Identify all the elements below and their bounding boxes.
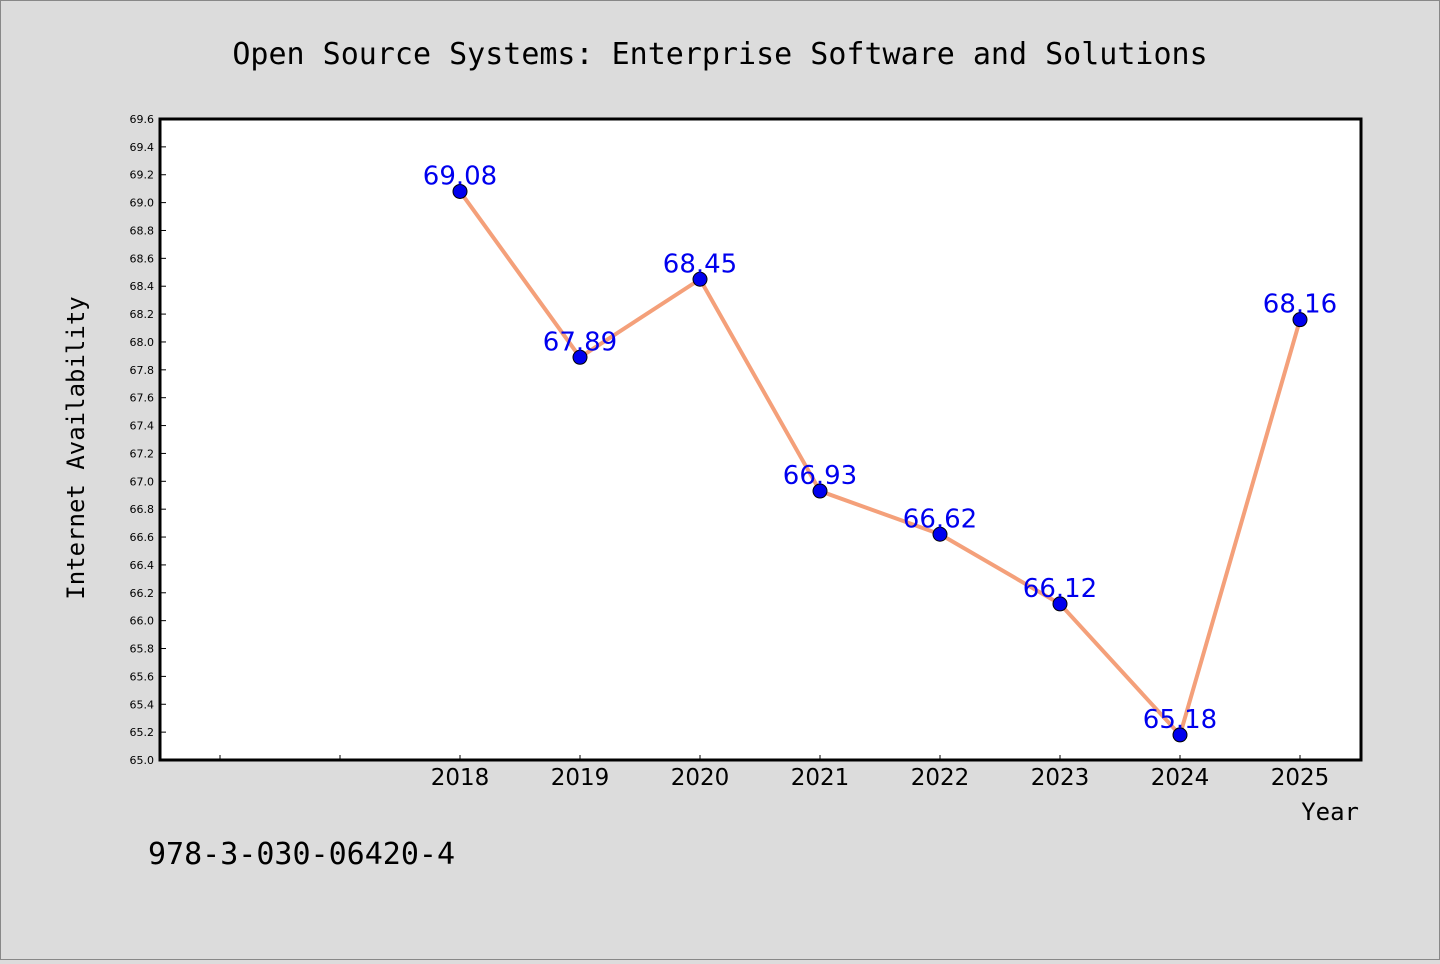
y-tick-label: 68.2 xyxy=(130,308,155,321)
data-point xyxy=(1052,596,1068,612)
y-tick-label: 69.2 xyxy=(130,169,155,182)
y-tick-label: 69.0 xyxy=(130,197,155,210)
y-axis-label: Internet Availability xyxy=(62,296,90,599)
data-label: 65.18 xyxy=(1143,705,1217,735)
data-label: 68.45 xyxy=(663,249,737,279)
y-tick-label: 67.6 xyxy=(130,392,155,405)
x-tick-label: 2023 xyxy=(1031,765,1090,791)
x-tick-label: 2021 xyxy=(791,765,850,791)
x-tick-label: 2024 xyxy=(1151,765,1210,791)
data-point xyxy=(932,526,948,542)
y-tick-label: 67.0 xyxy=(130,475,155,488)
y-tick-label: 66.0 xyxy=(130,615,155,628)
y-axis-ticks: 65.0 65.2 65.4 65.6 65.8 66.0 66.2 66.4 66.6 66.8… xyxy=(130,113,166,767)
chart-title: Open Source Systems: Enterprise Software… xyxy=(232,37,1207,72)
y-tick-label: 65.4 xyxy=(130,698,155,711)
x-tick-label: 2022 xyxy=(911,765,970,791)
x-axis-label: Year xyxy=(1301,798,1359,826)
y-tick-label: 68.8 xyxy=(130,224,155,237)
y-tick-label: 65.0 xyxy=(130,754,155,767)
x-tick-label: 2025 xyxy=(1271,765,1330,791)
data-label: 69.08 xyxy=(423,161,497,191)
y-tick-label: 65.6 xyxy=(130,670,155,683)
y-tick-label: 65.8 xyxy=(130,643,155,656)
data-markers xyxy=(452,183,1308,743)
series-line-group xyxy=(458,190,1302,737)
data-label: 68.16 xyxy=(1263,290,1337,320)
y-tick-label: 68.0 xyxy=(130,336,155,349)
y-tick-label: 66.6 xyxy=(130,531,155,544)
data-point xyxy=(812,483,828,499)
x-axis-ticks: 2018 2019 2020 2021 2022 2023 2024 2025 xyxy=(219,755,1330,791)
data-point xyxy=(572,349,588,365)
y-tick-label: 66.8 xyxy=(130,503,155,516)
data-point xyxy=(1292,312,1308,328)
data-label: 66.93 xyxy=(783,461,857,491)
y-tick-label: 66.2 xyxy=(130,587,155,600)
y-tick-label: 69.6 xyxy=(130,113,155,126)
data-point xyxy=(692,271,708,287)
y-tick-label: 66.4 xyxy=(130,559,155,572)
isbn-footnote: 978-3-030-06420-4 xyxy=(148,837,455,872)
y-tick-label: 67.2 xyxy=(130,447,155,460)
x-tick-label: 2020 xyxy=(671,765,730,791)
data-label: 66.62 xyxy=(903,504,977,534)
y-tick-label: 69.4 xyxy=(130,141,155,154)
y-tick-label: 67.4 xyxy=(130,420,155,433)
data-label: 66.12 xyxy=(1023,574,1097,604)
data-point xyxy=(452,183,468,199)
y-tick-label: 68.4 xyxy=(130,280,155,293)
data-point xyxy=(1172,727,1188,743)
x-tick-label: 2018 xyxy=(431,765,490,791)
y-tick-label: 67.8 xyxy=(130,364,155,377)
y-tick-label: 65.2 xyxy=(130,726,155,739)
x-tick-label: 2019 xyxy=(551,765,610,791)
plot-area xyxy=(158,117,1363,762)
series-line xyxy=(458,190,1302,737)
y-tick-label: 68.6 xyxy=(130,252,155,265)
data-label: 67.89 xyxy=(543,327,617,357)
data-labels: 69.08 67.89 68.45 66.93 66.62 66.12 65.18 68.16 xyxy=(423,161,1337,734)
